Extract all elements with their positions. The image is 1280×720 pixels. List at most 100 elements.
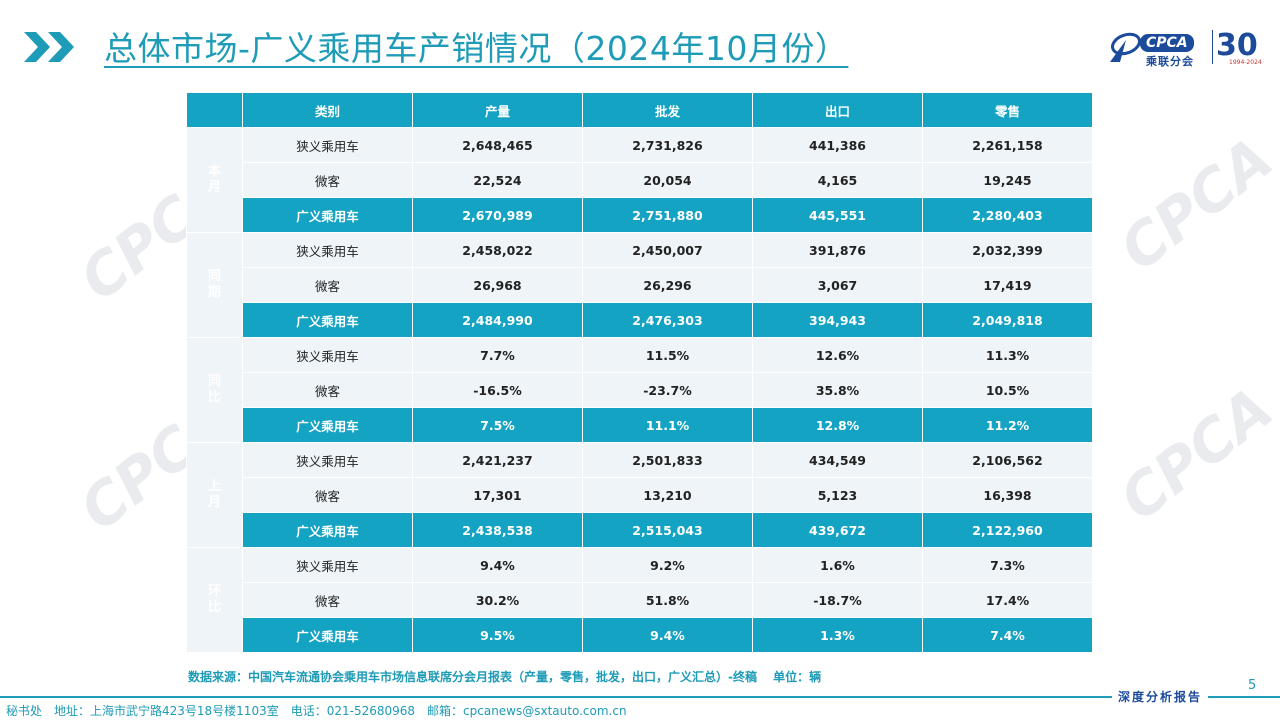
group-label: 环比	[186, 547, 243, 653]
value-cell: 11.2%	[922, 407, 1093, 443]
value-cell: 20,054	[582, 162, 753, 198]
category-cell: 广义乘用车	[242, 512, 413, 548]
value-cell: 11.5%	[582, 337, 753, 373]
category-cell: 微客	[242, 477, 413, 513]
value-cell: 11.1%	[582, 407, 753, 443]
value-cell: 7.5%	[412, 407, 583, 443]
value-cell: 4,165	[752, 162, 923, 198]
table-row: 广义乘用车 7.5% 11.1% 12.8% 11.2%	[187, 407, 1093, 443]
table-row: 环比狭义乘用车 9.4% 9.2% 1.6% 7.3%	[186, 547, 1093, 653]
group-label: 本月	[186, 127, 243, 233]
value-cell: 2,515,043	[582, 512, 753, 548]
category-cell: 广义乘用车	[242, 302, 413, 338]
value-cell: 394,943	[752, 302, 923, 338]
value-cell: 2,501,833	[582, 442, 753, 478]
value-cell: 17,419	[922, 267, 1093, 303]
group-label-char: 本	[207, 164, 221, 179]
value-cell: 9.4%	[412, 547, 583, 583]
header-retail: 零售	[922, 92, 1093, 128]
value-cell: 5,123	[752, 477, 923, 513]
value-cell: 12.8%	[752, 407, 923, 443]
value-cell: 26,296	[582, 267, 753, 303]
value-cell: 2,648,465	[412, 127, 583, 163]
data-source-note: 数据来源：中国汽车流通协会乘用车市场信息联席分会月报表（产量，零售，批发，出口，…	[188, 670, 822, 684]
group-label-char: 上	[207, 479, 221, 494]
value-cell: 26,968	[412, 267, 583, 303]
value-cell: 51.8%	[582, 582, 753, 618]
value-cell: 439,672	[752, 512, 923, 548]
value-cell: 1.3%	[752, 617, 923, 653]
group-label-char: 比	[207, 600, 221, 615]
category-cell: 广义乘用车	[242, 407, 413, 443]
header-blank	[186, 92, 243, 128]
cpca-emblem-icon	[1110, 32, 1142, 62]
value-cell: 2,751,880	[582, 197, 753, 233]
value-cell: 2,049,818	[922, 302, 1093, 338]
header-export: 出口	[752, 92, 923, 128]
value-cell: 391,876	[752, 232, 923, 268]
table-row: 同期狭义乘用车 2,458,022 2,450,007 391,876 2,032,39…	[186, 232, 1093, 338]
value-cell: 13,210	[582, 477, 753, 513]
value-cell: 35.8%	[752, 372, 923, 408]
value-cell: 445,551	[752, 197, 923, 233]
value-cell: 9.4%	[582, 617, 753, 653]
value-cell: 2,106,562	[922, 442, 1093, 478]
logo-divider	[1212, 30, 1213, 64]
value-cell: 2,280,403	[922, 197, 1093, 233]
table-row: 微客 22,524 20,054 4,165 19,245	[187, 162, 1093, 198]
report-label: 深度分析报告	[1112, 688, 1209, 705]
value-cell: 2,450,007	[582, 232, 753, 268]
footer-contact: 秘书处 地址：上海市武宁路423号18号楼1103室 电话：021-526809…	[6, 704, 627, 718]
value-cell: 2,122,960	[922, 512, 1093, 548]
page-title: 总体市场-广义乘用车产销情况（2024年10月份）	[104, 29, 849, 68]
sales-table: 类别 产量 批发 出口 零售 本月狭义乘用车 2,648,465 2,731,826…	[186, 92, 1093, 653]
value-cell: 2,421,237	[412, 442, 583, 478]
header-production: 产量	[412, 92, 583, 128]
table-row: 广义乘用车 2,484,990 2,476,303 394,943 2,049,818	[187, 302, 1093, 338]
value-cell: 17.4%	[922, 582, 1093, 618]
group-label-char: 同	[207, 374, 221, 389]
value-cell: 2,458,022	[412, 232, 583, 268]
value-cell: 16,398	[922, 477, 1093, 513]
table-row: 微客 30.2% 51.8% -18.7% 17.4%	[187, 582, 1093, 618]
value-cell: 3,067	[752, 267, 923, 303]
header-wholesale: 批发	[582, 92, 753, 128]
table-row: 同比狭义乘用车 7.7% 11.5% 12.6% 11.3%	[186, 337, 1093, 443]
category-cell: 狭义乘用车	[242, 442, 413, 478]
group-label-char: 月	[207, 180, 221, 195]
category-cell: 微客	[242, 372, 413, 408]
value-cell: 7.3%	[922, 547, 1093, 583]
value-cell: 2,261,158	[922, 127, 1093, 163]
category-cell: 狭义乘用车	[242, 337, 413, 373]
logo-brand: CPCA	[1140, 34, 1194, 52]
category-cell: 狭义乘用车	[242, 127, 413, 163]
value-cell: 2,670,989	[412, 197, 583, 233]
cpca-logo: CPCA 乘联分会 30 1994-2024	[1104, 26, 1264, 68]
value-cell: 22,524	[412, 162, 583, 198]
table-row: 微客 -16.5% -23.7% 35.8% 10.5%	[187, 372, 1093, 408]
group-label-char: 环	[207, 584, 221, 599]
logo-anniversary: 30	[1216, 28, 1258, 63]
group-label-char: 同	[207, 269, 221, 284]
value-cell: 2,438,538	[412, 512, 583, 548]
group-label: 同比	[186, 337, 243, 443]
header-category: 类别	[242, 92, 413, 128]
value-cell: 9.2%	[582, 547, 753, 583]
value-cell: 17,301	[412, 477, 583, 513]
value-cell: 441,386	[752, 127, 923, 163]
value-cell: 434,549	[752, 442, 923, 478]
value-cell: 12.6%	[752, 337, 923, 373]
value-cell: 7.4%	[922, 617, 1093, 653]
value-cell: 2,484,990	[412, 302, 583, 338]
group-label: 上月	[186, 442, 243, 548]
table-row: 上月狭义乘用车 2,421,237 2,501,833 434,549 2,106,56…	[186, 442, 1093, 548]
value-cell: -18.7%	[752, 582, 923, 618]
table-row: 广义乘用车 2,438,538 2,515,043 439,672 2,122,960	[187, 512, 1093, 548]
category-cell: 狭义乘用车	[242, 232, 413, 268]
value-cell: 9.5%	[412, 617, 583, 653]
value-cell: -16.5%	[412, 372, 583, 408]
chevron-arrows-icon	[24, 32, 74, 62]
table-header-row: 类别 产量 批发 出口 零售	[186, 92, 1093, 128]
category-cell: 狭义乘用车	[242, 547, 413, 583]
table-row: 广义乘用车 9.5% 9.4% 1.3% 7.4%	[187, 617, 1093, 653]
